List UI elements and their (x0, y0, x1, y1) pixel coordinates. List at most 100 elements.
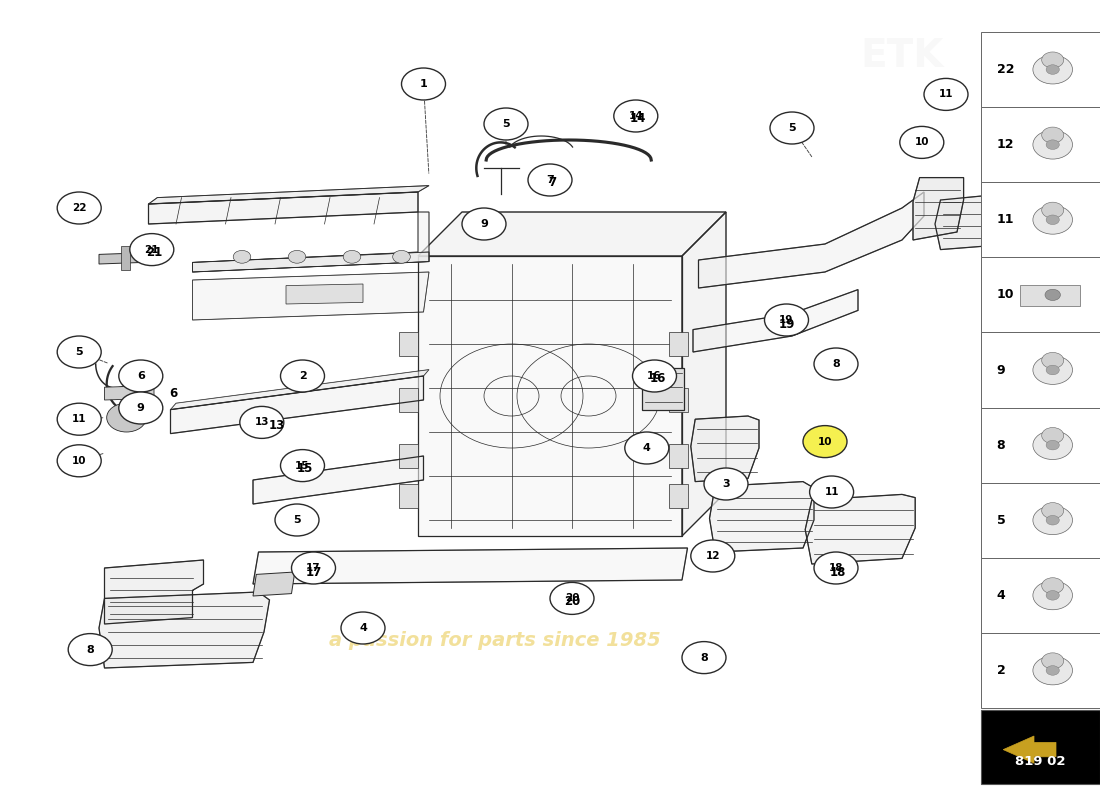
FancyBboxPatch shape (981, 333, 1100, 407)
Text: 18: 18 (830, 566, 846, 578)
Circle shape (1046, 440, 1059, 450)
Circle shape (57, 336, 101, 368)
Polygon shape (170, 370, 429, 410)
Circle shape (1046, 590, 1059, 600)
Text: 9: 9 (136, 403, 145, 413)
Text: 819 02: 819 02 (1015, 755, 1066, 768)
Circle shape (803, 426, 847, 458)
Text: 19: 19 (779, 315, 794, 325)
Circle shape (1046, 666, 1059, 675)
FancyBboxPatch shape (981, 182, 1100, 258)
Polygon shape (170, 376, 424, 434)
Text: 15: 15 (297, 462, 312, 474)
Text: 16: 16 (647, 371, 662, 381)
Circle shape (119, 392, 163, 424)
Text: 20: 20 (564, 595, 580, 608)
Polygon shape (192, 212, 429, 272)
Circle shape (528, 164, 572, 196)
Polygon shape (104, 560, 204, 624)
Circle shape (814, 552, 858, 584)
Polygon shape (253, 548, 688, 584)
Circle shape (341, 612, 385, 644)
Circle shape (343, 250, 361, 263)
Polygon shape (104, 386, 154, 400)
Circle shape (682, 642, 726, 674)
Circle shape (1046, 65, 1059, 74)
Text: 8: 8 (997, 438, 1005, 452)
Circle shape (1046, 140, 1059, 150)
Polygon shape (418, 256, 682, 536)
FancyBboxPatch shape (981, 633, 1100, 708)
Text: 16: 16 (650, 372, 666, 385)
FancyBboxPatch shape (1020, 286, 1080, 306)
Circle shape (632, 360, 676, 392)
Polygon shape (399, 388, 418, 412)
Text: 20: 20 (564, 594, 580, 603)
Circle shape (1033, 206, 1072, 234)
Circle shape (550, 582, 594, 614)
Circle shape (691, 540, 735, 572)
Text: 10: 10 (72, 456, 87, 466)
Circle shape (107, 403, 146, 432)
Circle shape (1033, 581, 1072, 610)
Circle shape (68, 634, 112, 666)
Circle shape (1033, 506, 1072, 534)
Circle shape (119, 360, 163, 392)
Circle shape (924, 78, 968, 110)
Polygon shape (121, 246, 130, 270)
Text: 22: 22 (997, 63, 1014, 76)
Text: a passion for parts since 1985: a passion for parts since 1985 (329, 630, 661, 650)
Text: 5: 5 (789, 123, 795, 133)
Text: 13: 13 (254, 418, 270, 427)
Circle shape (770, 112, 814, 144)
Text: 10: 10 (817, 437, 833, 446)
Circle shape (1033, 130, 1072, 159)
Text: 9: 9 (480, 219, 488, 229)
Text: 4: 4 (642, 443, 651, 453)
Text: 4: 4 (997, 589, 1005, 602)
Text: 13: 13 (270, 419, 285, 432)
Polygon shape (805, 494, 915, 564)
Text: 10: 10 (914, 138, 929, 147)
FancyBboxPatch shape (981, 407, 1100, 482)
Text: 6: 6 (136, 371, 145, 381)
Circle shape (57, 403, 101, 435)
Text: 11: 11 (72, 414, 87, 424)
Circle shape (814, 348, 858, 380)
Text: 11: 11 (997, 214, 1014, 226)
Polygon shape (698, 192, 924, 288)
Polygon shape (642, 368, 684, 410)
Text: 14: 14 (628, 111, 643, 121)
Polygon shape (913, 178, 964, 240)
Text: 11: 11 (824, 487, 839, 497)
Text: 8: 8 (700, 653, 708, 662)
Text: 9: 9 (997, 363, 1005, 377)
Text: 7: 7 (548, 176, 557, 189)
Polygon shape (710, 482, 814, 552)
Text: 22: 22 (72, 203, 87, 213)
Circle shape (130, 234, 174, 266)
Text: 15: 15 (295, 461, 310, 470)
FancyBboxPatch shape (981, 258, 1100, 333)
Circle shape (275, 504, 319, 536)
Circle shape (1042, 427, 1064, 443)
Polygon shape (192, 252, 429, 272)
Text: 17: 17 (306, 563, 321, 573)
Text: 3: 3 (723, 479, 729, 489)
Circle shape (810, 476, 854, 508)
Polygon shape (693, 290, 858, 352)
Polygon shape (682, 212, 726, 536)
Circle shape (1042, 352, 1064, 368)
FancyBboxPatch shape (981, 558, 1100, 633)
Circle shape (280, 360, 324, 392)
Text: 18: 18 (828, 563, 844, 573)
Polygon shape (691, 416, 759, 482)
Circle shape (462, 208, 506, 240)
Circle shape (1033, 430, 1072, 459)
Polygon shape (192, 272, 429, 320)
Polygon shape (253, 456, 424, 504)
Text: ETK: ETK (860, 37, 944, 75)
Text: 2: 2 (298, 371, 307, 381)
Text: 5: 5 (76, 347, 82, 357)
Circle shape (900, 126, 944, 158)
